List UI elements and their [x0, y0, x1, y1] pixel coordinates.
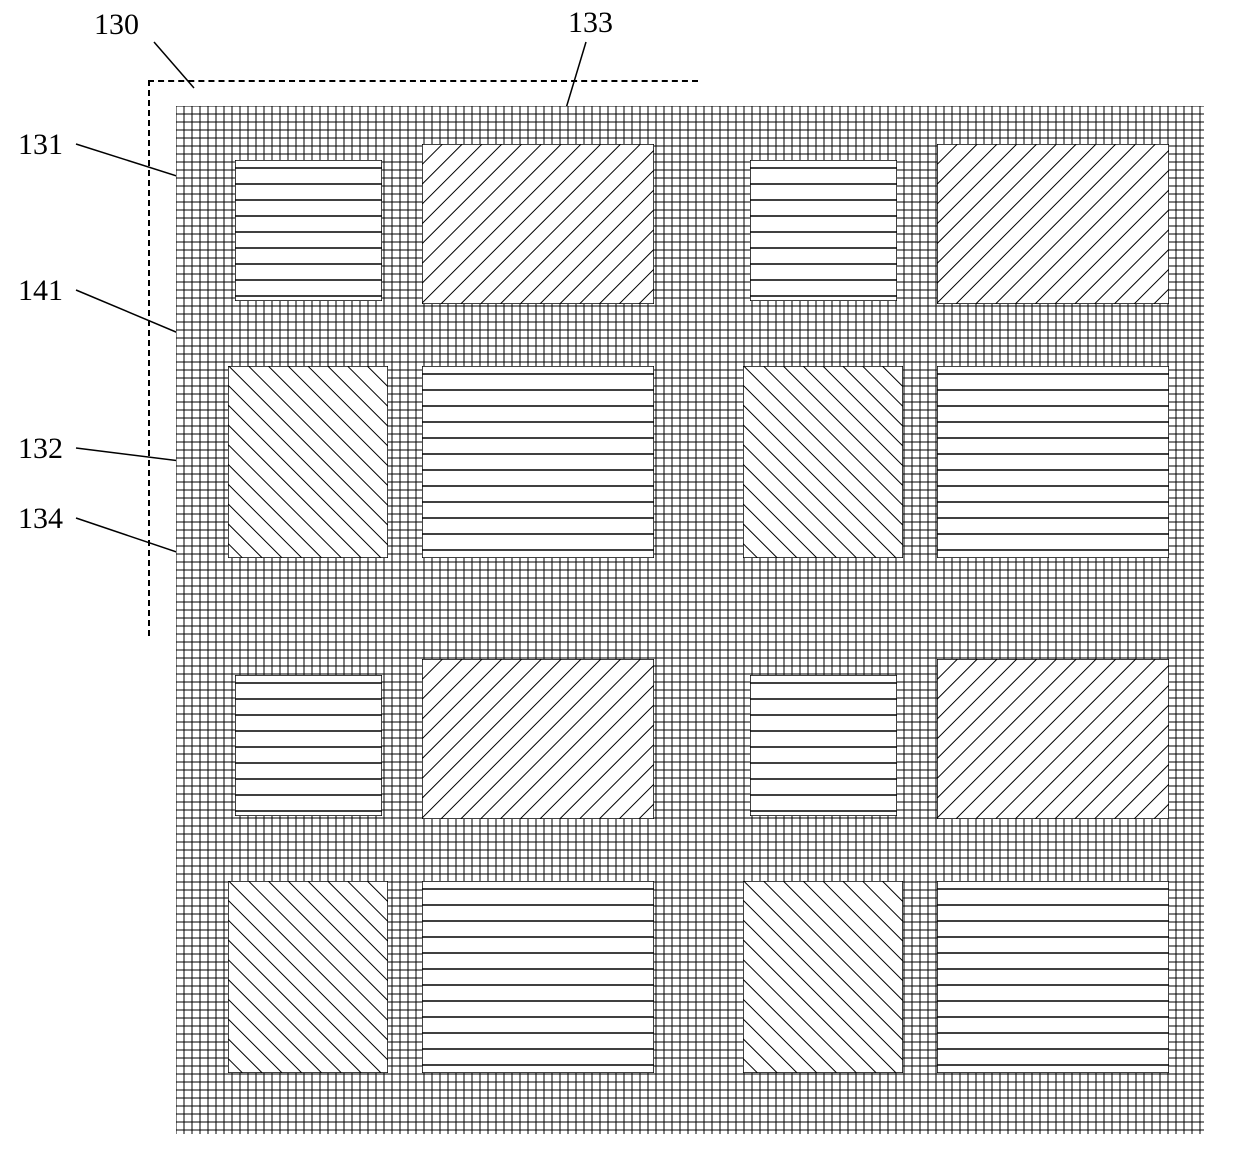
subpixel-hlines-small [235, 160, 382, 301]
subpixel-diag-fwd [422, 144, 654, 304]
callout-label-130: 130 [94, 8, 139, 42]
callout-label-134: 134 [18, 502, 63, 536]
subpixel-hlines-small [235, 675, 382, 816]
subpixel-diag-back [743, 366, 903, 558]
callout-label-141: 141 [18, 274, 63, 308]
subpixel-hlines [422, 881, 654, 1073]
pixel-array-diagram [176, 106, 1204, 1134]
subpixel-diag-fwd [937, 144, 1169, 304]
subpixel-hlines-small [750, 675, 897, 816]
callout-label-131: 131 [18, 128, 63, 162]
subpixel-hlines [937, 366, 1169, 558]
callout-label-133: 133 [568, 6, 613, 40]
subpixel-hlines-small [750, 160, 897, 301]
subpixel-diag-back [228, 881, 388, 1073]
subpixel-diag-back [743, 881, 903, 1073]
subpixel-hlines [422, 366, 654, 558]
subpixel-diag-fwd [937, 659, 1169, 819]
subpixel-hlines [937, 881, 1169, 1073]
callout-label-132: 132 [18, 432, 63, 466]
subpixel-diag-fwd [422, 659, 654, 819]
subpixel-diag-back [228, 366, 388, 558]
